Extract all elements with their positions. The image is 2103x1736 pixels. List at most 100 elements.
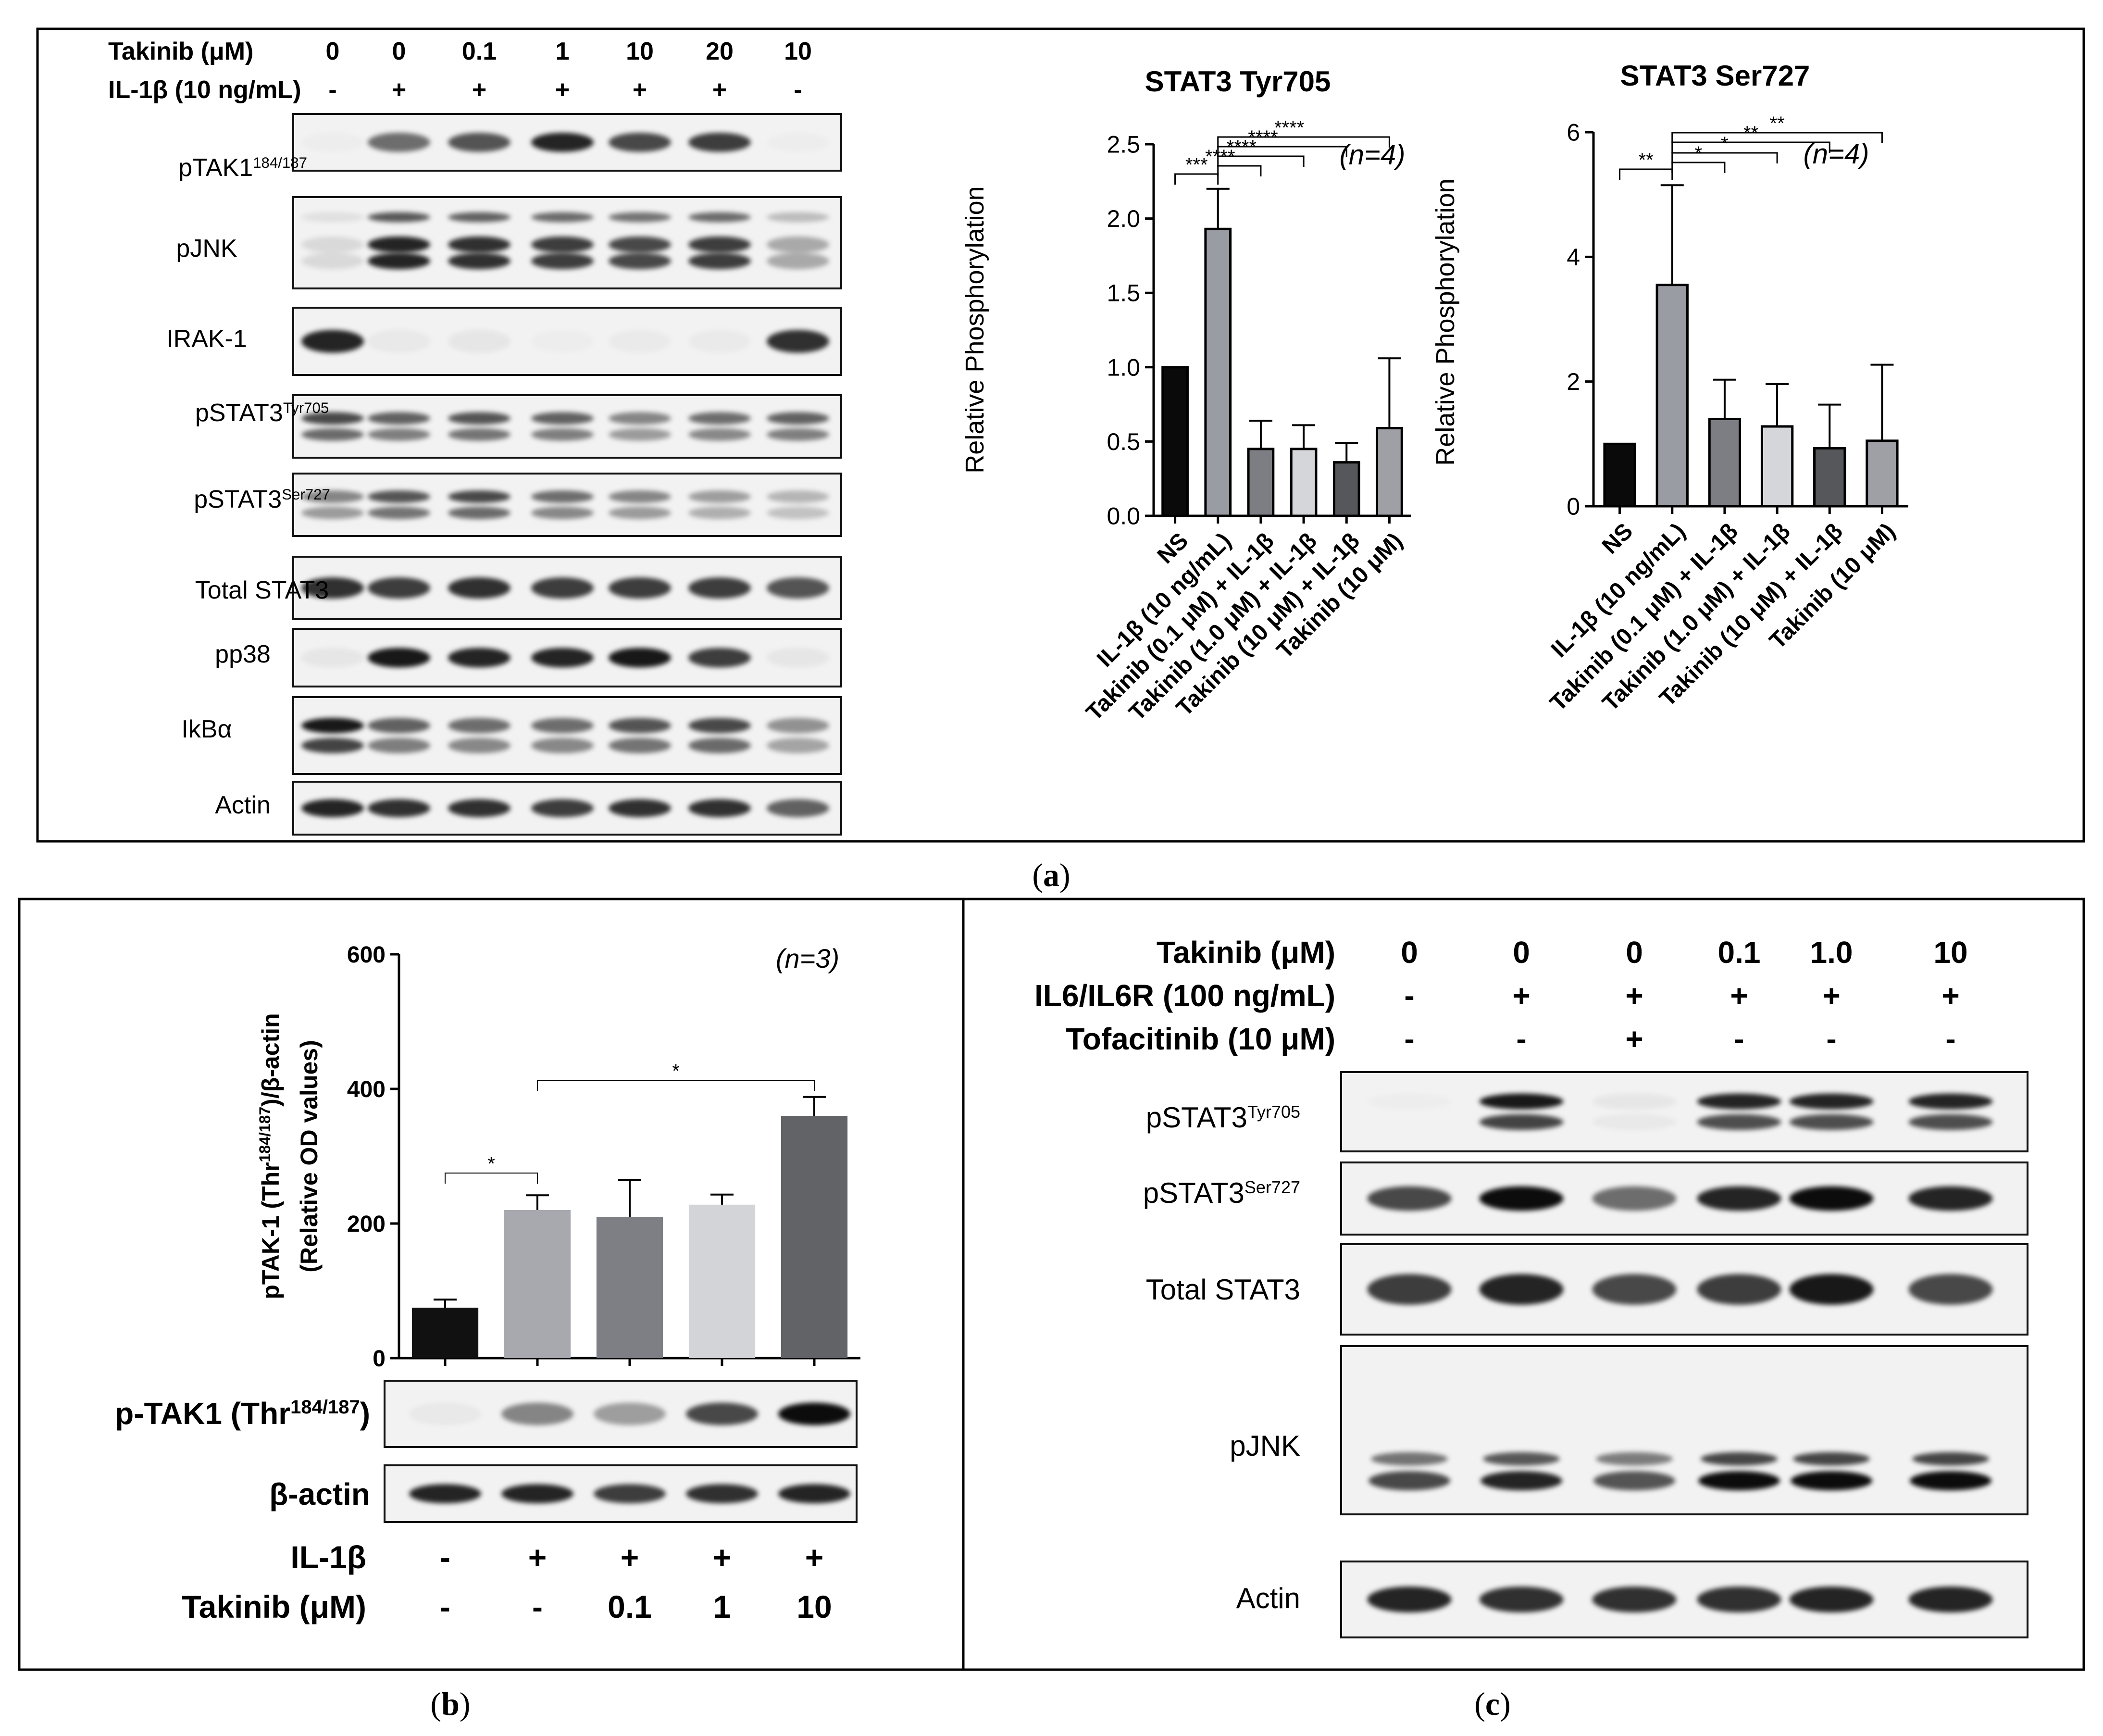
panel-c-header: Takinib (μM) IL6/IL6R (100 ng/mL) Tofaci… (1034, 935, 1967, 1056)
blot-band (609, 490, 671, 503)
takinib-value: 1 (713, 1589, 731, 1624)
blot-label: β-actin (269, 1477, 370, 1511)
blot-band (767, 133, 829, 152)
blot-band (609, 252, 671, 270)
blot-band (368, 236, 430, 253)
bar (1204, 227, 1232, 517)
y-tick-label: 1.5 (1107, 280, 1140, 307)
blot-band (301, 236, 364, 253)
blot-band (448, 799, 510, 817)
significance-bracket (1217, 136, 1390, 148)
bar (1813, 447, 1846, 508)
blot-band (688, 252, 751, 270)
bar (1290, 448, 1318, 517)
blot-band (301, 577, 364, 599)
blot-label: pSTAT3Tyr705 (1146, 1101, 1300, 1134)
takinib-value: 10 (784, 37, 812, 65)
blot-band (594, 1484, 666, 1504)
blot-band (688, 330, 751, 353)
blot-band (1367, 1274, 1452, 1305)
il6-value: + (1941, 978, 1959, 1013)
blot-band (609, 330, 671, 353)
blot-band (609, 236, 671, 253)
blot-band (1701, 1452, 1778, 1466)
blot-band (1697, 1186, 1781, 1211)
blot-band (448, 737, 510, 753)
blot-band (688, 737, 751, 753)
blot-band (368, 428, 430, 441)
blot-band (1367, 1586, 1452, 1612)
blot-band (301, 133, 364, 152)
blot-band (1697, 1274, 1781, 1305)
y-tick-label: 2.0 (1107, 205, 1140, 232)
panel-a-0-blot (292, 113, 842, 172)
blot-band (1592, 1586, 1677, 1612)
il1b-value: - (328, 76, 336, 104)
blot-band (609, 506, 671, 519)
panel-b: 0 200 400 600 * * (n=3) pTAK-1 (Thr184/187)/β-a… (18, 898, 965, 1671)
il1b-value: - (794, 76, 802, 104)
significance-bracket (1671, 162, 1726, 173)
il1b-value: + (712, 76, 727, 104)
blot-band (301, 490, 364, 503)
blot-band (1593, 1471, 1675, 1490)
blot-label: pTAK1184/187 (178, 154, 307, 182)
blot-band (767, 799, 829, 817)
bar (1708, 417, 1742, 508)
takinib-value: 0.1 (608, 1589, 652, 1624)
blot-band (301, 799, 364, 817)
panel-a-8-blot (292, 781, 842, 836)
blot-band (1789, 1093, 1874, 1110)
tofacitinib-value: - (1734, 1022, 1744, 1056)
panel-a: Takinib (μM) IL-1β (10 ng/mL) 0 0 0.1 1 10 20… (36, 27, 2085, 843)
blot-band (301, 718, 364, 734)
blot-band (767, 330, 829, 353)
significance-label: * (487, 1153, 495, 1174)
blot-band (767, 412, 829, 425)
blot-band (301, 648, 364, 668)
blot-band (778, 1402, 850, 1425)
il6-label: IL6/IL6R (100 ng/mL) (1034, 978, 1335, 1013)
blot-frame (292, 473, 842, 537)
blot-band (767, 718, 829, 734)
y-tick-label: 4 (1567, 244, 1580, 271)
blot-band (448, 212, 510, 223)
caption-a: (a) (1032, 857, 1070, 893)
blot-band (688, 412, 751, 425)
tofacitinib-label: Tofacitinib (10 μM) (1066, 1022, 1335, 1056)
blot-band (368, 252, 430, 270)
takinib-value: 0 (1626, 935, 1643, 970)
chart-ptak1-od: 0 200 400 600 * * (n=3) pTAK-1 (Thr184/187)/β-a… (256, 942, 860, 1372)
significance-bracket (1671, 141, 1830, 153)
y-axis-label: Relative Phosphorylation (1431, 178, 1460, 465)
significance-label: * (672, 1061, 680, 1082)
takinib-value: 1 (556, 37, 570, 65)
blot-band (767, 737, 829, 753)
panel-c-1-blot (1340, 1161, 2028, 1236)
blot-band (609, 648, 671, 668)
tofacitinib-values: - - + - - - (1404, 1022, 1955, 1056)
significance-bracket (1217, 155, 1305, 167)
panel-c-frame (962, 898, 2085, 1671)
blot-band (1793, 1452, 1870, 1466)
panel-a-5-blot (292, 556, 842, 620)
blot-band (688, 212, 751, 223)
blot-label: pSTAT3Ser727 (194, 486, 330, 513)
bar (411, 1308, 479, 1358)
blot-label: Total STAT3 (195, 576, 329, 604)
blot-band (531, 490, 594, 503)
takinib-value: - (440, 1589, 450, 1624)
panel-c-blots: pSTAT3Tyr705 pSTAT3Ser727 Total STAT3 pJNK A… (1143, 1071, 2028, 1638)
takinib-value: 0 (326, 37, 340, 65)
panel-a-blots: pTAK1184/187 pJNK IRAK-1 pSTAT3Tyr705 pSTAT3… (166, 113, 842, 836)
panel-c-4-blot (1340, 1561, 2028, 1638)
blot-band (301, 330, 364, 353)
significance-label: * (1721, 133, 1729, 154)
blot-band (688, 490, 751, 503)
blot-band (1697, 1114, 1781, 1130)
blot-band (448, 236, 510, 253)
blot-band (1908, 1186, 1993, 1211)
blot-band (409, 1402, 481, 1425)
significance-bracket (1671, 132, 1883, 143)
blot-band (501, 1484, 573, 1504)
